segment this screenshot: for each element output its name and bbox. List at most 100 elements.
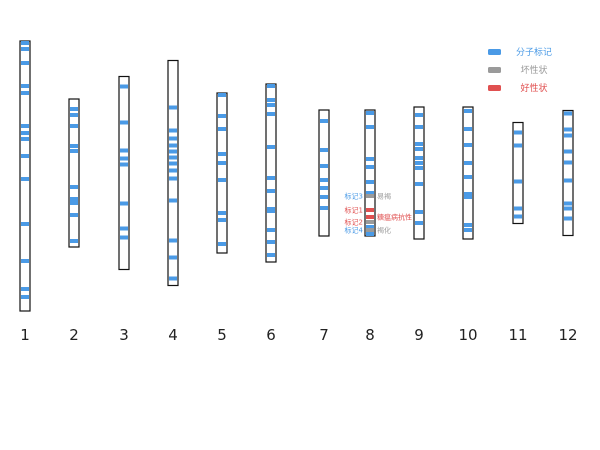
marker-band <box>267 253 275 257</box>
chromosome-8: 8 <box>364 109 376 344</box>
marker-band <box>21 61 29 65</box>
chromosome-10: 10 <box>458 106 478 344</box>
legend-swatch <box>488 67 501 73</box>
marker-band <box>320 186 328 190</box>
marker-band <box>70 107 78 111</box>
marker-band <box>564 178 572 183</box>
legend-item: 分子标记 <box>488 46 552 58</box>
marker-band <box>120 162 128 167</box>
chromosome-label: 6 <box>266 326 276 344</box>
marker-band <box>21 287 29 291</box>
chromosome-body <box>512 121 524 225</box>
chromosome-label: 8 <box>365 326 375 344</box>
chromosome-label: 10 <box>458 326 477 344</box>
trait-name-label: 褐化 <box>377 226 391 235</box>
marker-name-label: 标记3 <box>345 192 363 201</box>
marker-band <box>564 127 572 132</box>
marker-band <box>320 119 328 123</box>
marker-band <box>464 195 472 199</box>
marker-band <box>564 201 572 206</box>
marker-band <box>366 165 374 169</box>
marker-band <box>169 105 177 110</box>
marker-band <box>169 238 177 243</box>
marker-band <box>70 185 78 189</box>
trait-annotation: 标记4 褐化 <box>345 226 391 235</box>
chromosome-body <box>19 40 31 312</box>
marker-band <box>218 218 226 222</box>
legend-label: 坏性状 <box>520 64 547 76</box>
marker-band <box>169 198 177 203</box>
marker-band <box>169 128 177 133</box>
marker-band <box>514 143 522 148</box>
marker-band <box>514 206 522 211</box>
marker-band <box>415 210 423 214</box>
chromosome-body <box>68 98 80 248</box>
trait-annotation: 标记2 <box>345 218 374 227</box>
marker-band <box>366 157 374 161</box>
marker-band <box>366 225 374 229</box>
marker-band <box>366 191 374 195</box>
marker-band <box>564 133 572 138</box>
chromosome-body <box>167 59 179 287</box>
marker-band <box>218 161 226 165</box>
marker-band <box>218 178 226 182</box>
legend-label: 分子标记 <box>516 46 552 58</box>
marker-band <box>564 160 572 165</box>
marker-band <box>169 143 177 148</box>
marker-band <box>169 149 177 154</box>
marker-band <box>514 214 522 219</box>
marker-band <box>464 228 472 232</box>
marker-band <box>70 144 78 148</box>
legend-swatch <box>488 49 501 55</box>
marker-band <box>564 216 572 221</box>
marker-band <box>320 178 328 182</box>
marker-band <box>267 145 275 149</box>
marker-band <box>320 148 328 152</box>
marker-band <box>366 125 374 129</box>
marker-band <box>169 255 177 260</box>
marker-band <box>564 111 572 116</box>
marker-band <box>21 222 29 226</box>
marker-band <box>169 176 177 181</box>
marker-band <box>464 109 472 113</box>
chromosome-9: 9 <box>413 106 425 344</box>
marker-band <box>21 124 29 128</box>
chromosome-body <box>562 109 574 237</box>
marker-band <box>267 84 275 88</box>
marker-band <box>267 112 275 116</box>
chromosome-7: 7 <box>318 109 330 344</box>
marker-band <box>464 161 472 165</box>
marker-band <box>218 242 226 246</box>
marker-band <box>464 223 472 227</box>
trait-band <box>366 215 374 219</box>
marker-band <box>120 120 128 125</box>
marker-band <box>120 156 128 161</box>
chromosome-body <box>318 109 330 237</box>
chromosome-6: 6 <box>265 83 277 344</box>
marker-band <box>70 239 78 243</box>
marker-band <box>267 240 275 244</box>
marker-band <box>169 161 177 166</box>
marker-band <box>366 111 374 115</box>
marker-band <box>514 130 522 135</box>
legend-item: 坏性状 <box>488 64 548 76</box>
marker-band <box>464 143 472 147</box>
marker-band <box>366 180 374 184</box>
marker-band <box>267 189 275 193</box>
marker-band <box>21 295 29 299</box>
marker-band <box>21 177 29 181</box>
chromosome-2: 2 <box>68 98 80 344</box>
marker-band <box>21 137 29 141</box>
marker-band <box>320 164 328 168</box>
trait-band <box>366 194 374 198</box>
chromosome-3: 3 <box>118 75 130 344</box>
trait-band <box>366 208 374 212</box>
trait-name-label: 糖瘟病抗性 <box>377 213 412 222</box>
marker-band <box>415 161 423 165</box>
chromosome-body <box>118 75 130 271</box>
trait-band <box>366 228 374 232</box>
marker-band <box>415 166 423 170</box>
legend-swatch <box>488 85 501 91</box>
